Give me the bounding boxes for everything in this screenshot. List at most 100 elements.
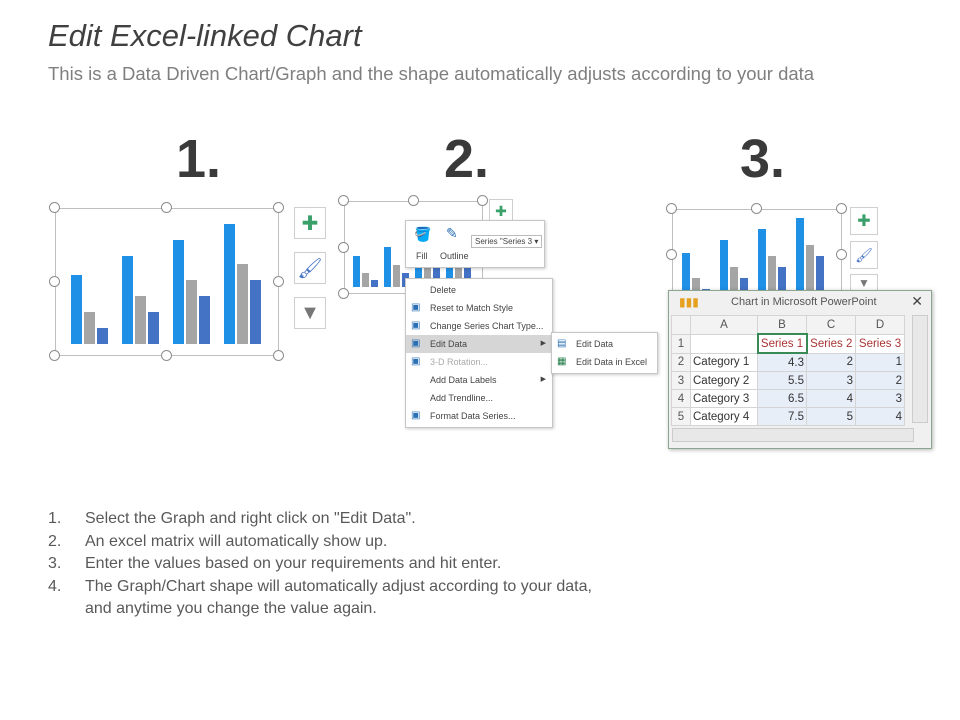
bar-3-3[interactable] — [778, 267, 786, 300]
menu-item-add-data-labels[interactable]: Add Data Labels ▶ — [406, 371, 552, 389]
outline-button[interactable]: Outline — [440, 251, 469, 261]
close-icon[interactable]: ✕ — [911, 293, 923, 309]
vertical-scrollbar[interactable] — [912, 315, 928, 423]
resize-handle[interactable] — [273, 202, 284, 213]
fill-icon[interactable]: 🪣 — [414, 226, 432, 242]
resize-handle[interactable] — [338, 195, 349, 206]
resize-handle[interactable] — [49, 350, 60, 361]
resize-handle[interactable] — [666, 203, 677, 214]
resize-handle[interactable] — [666, 249, 677, 260]
bar-2-4[interactable] — [806, 245, 814, 300]
resize-handle[interactable] — [49, 202, 60, 213]
resize-handle[interactable] — [836, 249, 847, 260]
bar-3-3[interactable] — [199, 296, 210, 344]
bar-1-3[interactable] — [173, 240, 184, 344]
resize-handle[interactable] — [273, 276, 284, 287]
chart-2-plus-icon[interactable]: ✚ — [489, 199, 513, 223]
resize-handle[interactable] — [161, 202, 172, 213]
menu-item-format-data-series[interactable]: ▣ Format Data Series... — [406, 407, 552, 425]
bar-2-4[interactable] — [237, 264, 248, 344]
bar-2-1[interactable] — [362, 272, 369, 287]
bar-2-1[interactable] — [84, 312, 95, 344]
resize-handle[interactable] — [338, 241, 349, 253]
cell[interactable]: Category 1 — [690, 352, 758, 372]
bar-3-1[interactable] — [371, 279, 378, 287]
bar-1-2[interactable] — [720, 239, 728, 300]
cell-header[interactable]: Series 1 — [756, 333, 808, 354]
cell[interactable]: 4.3 — [757, 352, 807, 372]
menu-item-delete[interactable]: Delete — [406, 281, 552, 299]
bar-3-4[interactable] — [250, 280, 261, 344]
chart-elements-plus-icon[interactable]: ✚ — [294, 207, 326, 239]
column-header[interactable]: A — [690, 315, 758, 335]
chart-3-brush-icon[interactable]: 🖌 — [850, 241, 878, 269]
bar-1-2[interactable] — [384, 247, 391, 287]
cell[interactable]: 5 — [806, 407, 856, 426]
bar-1-1[interactable] — [71, 275, 82, 344]
menu-item-add-trendline[interactable]: Add Trendline... — [406, 389, 552, 407]
series-select[interactable]: Series "Series 3 ▾ — [471, 235, 543, 248]
cell[interactable]: Category 4 — [690, 407, 758, 426]
cell[interactable]: 6.5 — [757, 389, 807, 408]
chart-styles-brush-icon[interactable]: 🖌 — [294, 252, 326, 284]
bar-1-1[interactable] — [682, 252, 690, 300]
cell[interactable]: 2 — [855, 371, 905, 390]
fill-button[interactable]: Fill — [416, 251, 428, 261]
cell[interactable]: Category 2 — [690, 371, 758, 390]
menu-item-edit-data[interactable]: ▣ Edit Data ▶ — [406, 335, 552, 353]
bar-2-2[interactable] — [135, 296, 146, 344]
spreadsheet-grid[interactable]: A B C D 1 Series 1 Series 2 Series 3 2 Category 1… — [671, 315, 905, 426]
row-header[interactable]: 1 — [671, 333, 691, 354]
bar-1-4[interactable] — [796, 217, 804, 300]
chart-filter-icon[interactable]: ▼ — [294, 297, 326, 329]
bar-3-2[interactable] — [148, 312, 159, 344]
row-header[interactable]: 5 — [671, 407, 691, 426]
bar-2-3[interactable] — [186, 280, 197, 344]
cell[interactable]: Category 3 — [690, 389, 758, 408]
menu-item-change-series-chart-type[interactable]: ▣ Change Series Chart Type... — [406, 317, 552, 335]
row-header[interactable]: 4 — [671, 389, 691, 408]
bar-2-4[interactable] — [455, 251, 462, 287]
cell[interactable]: 2 — [806, 352, 856, 372]
cell[interactable]: 7.5 — [757, 407, 807, 426]
cell[interactable]: 5.5 — [757, 371, 807, 390]
bar-1-1[interactable] — [353, 256, 360, 287]
cell-header[interactable]: Series 3 — [855, 333, 905, 354]
resize-handle[interactable] — [273, 350, 284, 361]
resize-handle[interactable] — [477, 195, 488, 206]
bar-2-1[interactable] — [692, 278, 700, 300]
row-header[interactable]: 2 — [671, 352, 691, 372]
select-all-corner[interactable] — [671, 315, 691, 335]
cell-header[interactable]: Series 2 — [806, 333, 856, 354]
submenu-edit-data[interactable]: ▤ Edit Data — [552, 335, 657, 353]
bar-1-4[interactable] — [224, 224, 235, 344]
bar-2-2[interactable] — [393, 265, 400, 287]
row-header[interactable]: 3 — [671, 371, 691, 390]
bar-1-3[interactable] — [758, 228, 766, 300]
bar-2-2[interactable] — [730, 267, 738, 300]
bar-3-1[interactable] — [97, 328, 108, 344]
resize-handle[interactable] — [49, 276, 60, 287]
cell[interactable]: 4 — [855, 407, 905, 426]
horizontal-scrollbar[interactable] — [672, 428, 914, 442]
cell[interactable]: 1 — [855, 352, 905, 372]
cell[interactable]: 3 — [806, 371, 856, 390]
column-header[interactable]: C — [806, 315, 856, 335]
bar-3-2[interactable] — [740, 278, 748, 300]
bar-3-3[interactable] — [433, 265, 440, 287]
resize-handle[interactable] — [161, 350, 172, 361]
cell[interactable]: 4 — [806, 389, 856, 408]
submenu-edit-data-in-excel[interactable]: ▦ Edit Data in Excel — [552, 353, 657, 371]
menu-item-reset-to-match-style[interactable]: ▣ Reset to Match Style — [406, 299, 552, 317]
column-header[interactable]: B — [757, 315, 807, 335]
resize-handle[interactable] — [338, 288, 349, 299]
resize-handle[interactable] — [407, 195, 419, 206]
menu-item-3-d-rotation[interactable]: ▣ 3-D Rotation... — [406, 353, 552, 371]
bar-2-3[interactable] — [424, 258, 431, 287]
bar-3-4[interactable] — [464, 258, 471, 287]
bar-3-4[interactable] — [816, 256, 824, 300]
resize-handle[interactable] — [836, 203, 847, 214]
chart-3-plus-icon[interactable]: ✚ — [850, 207, 878, 235]
resize-handle[interactable] — [751, 203, 762, 214]
cell-header[interactable] — [690, 333, 758, 354]
